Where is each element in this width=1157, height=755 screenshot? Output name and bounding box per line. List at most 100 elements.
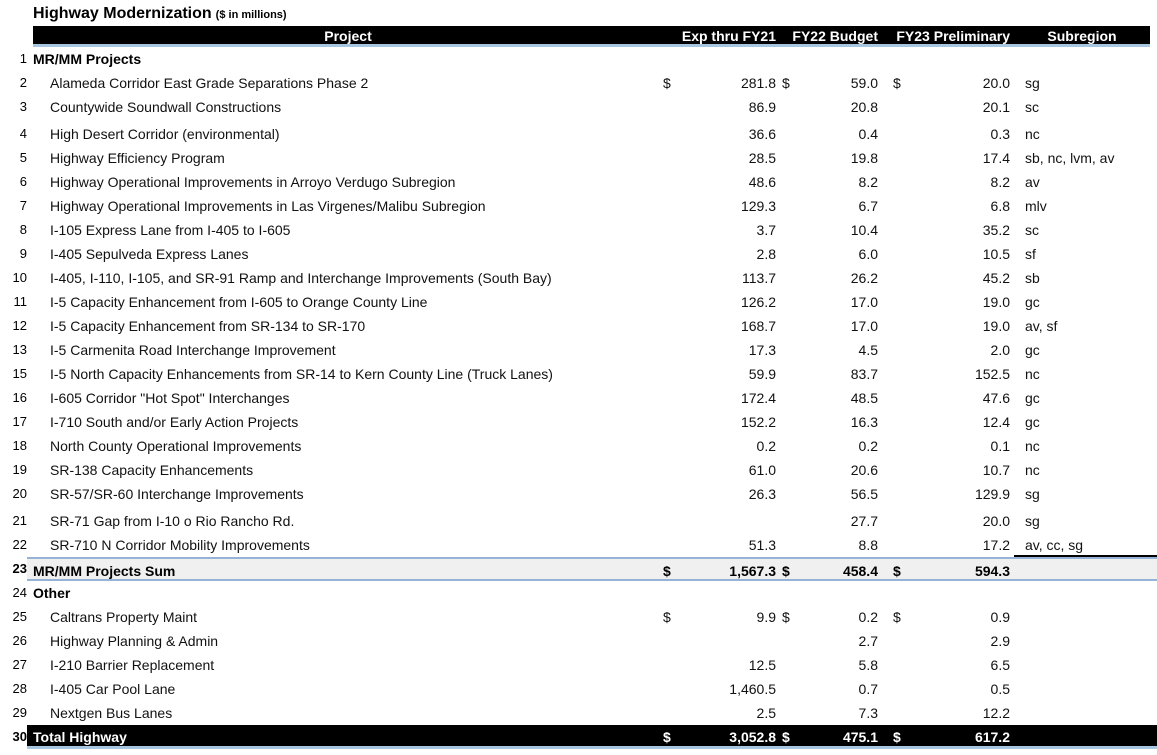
exp-thru-fy21-cell: 26.3 — [663, 482, 778, 506]
fy22-budget-cell: 5.8 — [778, 653, 880, 677]
row-number: 19 — [12, 462, 27, 477]
fy22-budget-value: 17.0 — [850, 294, 878, 310]
dollar-sign: $ — [782, 609, 790, 625]
subregion-value: sf — [1025, 246, 1036, 262]
row-number: 11 — [13, 294, 28, 309]
fy23-preliminary-value: 19.0 — [982, 294, 1010, 310]
subregion-value: sc — [1025, 222, 1039, 238]
fy23-preliminary-value: 17.4 — [982, 150, 1010, 166]
fy22-budget-value: 56.5 — [850, 486, 878, 502]
row-content: I-710 South and/or Early Action Projects… — [27, 410, 1157, 434]
row-content: I-405 Sepulveda Express Lanes 2.8 6.0 10.5 s… — [27, 242, 1157, 266]
project-name: I-105 Express Lane from I-405 to I-605 — [50, 222, 291, 238]
fy23-preliminary-value: 10.7 — [982, 462, 1010, 478]
row-number: 6 — [19, 174, 27, 189]
row-content: I-405 Car Pool Lane 1,460.5 0.7 0.5 — [27, 677, 1157, 701]
project-name: Highway Operational Improvements in Las … — [50, 198, 486, 214]
project-name: I-605 Corridor "Hot Spot" Interchanges — [50, 390, 290, 406]
row-number: 20 — [12, 486, 27, 501]
fy22-budget-value: 458.4 — [842, 563, 878, 579]
fy22-budget-cell: 17.0 — [778, 290, 880, 314]
row-number: 2 — [19, 75, 27, 90]
fy23-preliminary-cell: 6.8 — [880, 194, 1014, 218]
exp-thru-fy21-cell — [663, 581, 778, 605]
exp-thru-fy21-cell: 129.3 — [663, 194, 778, 218]
exp-thru-fy21-value: 172.4 — [740, 390, 776, 406]
dollar-sign: $ — [663, 75, 671, 91]
subregion-value — [1014, 605, 1157, 629]
project-name: Countywide Soundwall Constructions — [50, 99, 282, 115]
fy23-preliminary-cell: 19.0 — [880, 290, 1014, 314]
exp-thru-fy21-cell: 0.2 — [663, 434, 778, 458]
subregion-value: sg — [1025, 486, 1040, 502]
subregion-value: nc — [1025, 366, 1040, 382]
title-unit-label: ($ in millions) — [215, 9, 287, 21]
table-row: 19 SR-138 Capacity Enhancements 61.0 20.6 10… — [0, 458, 1157, 482]
project-name: SR-710 N Corridor Mobility Improvements — [50, 537, 310, 553]
row-content: Highway Planning & Admin 2.7 2.9 — [27, 629, 1157, 653]
subregion-value — [1014, 653, 1157, 677]
table-row: 7 Highway Operational Improvements in Las… — [0, 194, 1157, 218]
exp-thru-fy21-cell: $1,567.3 — [663, 559, 778, 579]
subregion-value — [1014, 725, 1157, 746]
row-content: Highway Operational Improvements in Arro… — [27, 170, 1157, 194]
dollar-sign: $ — [893, 563, 901, 579]
fy23-preliminary-value: 129.9 — [974, 486, 1010, 502]
fy22-budget-value: 5.8 — [858, 657, 878, 673]
row-number: 3 — [19, 99, 27, 114]
fy23-preliminary-value: 152.5 — [974, 366, 1010, 382]
exp-thru-fy21-cell: 3.7 — [663, 218, 778, 242]
row-content: Highway Efficiency Program 28.5 19.8 17.4 sb… — [27, 146, 1157, 170]
fy22-budget-value: 19.8 — [850, 150, 878, 166]
fy23-preliminary-cell: 35.2 — [880, 218, 1014, 242]
fy22-budget-value: 26.2 — [850, 270, 878, 286]
project-name: Highway Efficiency Program — [50, 150, 225, 166]
exp-thru-fy21-cell: 126.2 — [663, 290, 778, 314]
row-content: Total Highway $3,052.8 $475.1 $617.2 — [27, 725, 1157, 749]
fy22-budget-cell: $0.2 — [778, 605, 880, 629]
row-content: I-210 Barrier Replacement 12.5 5.8 6.5 — [27, 653, 1157, 677]
table-row: 12 I-5 Capacity Enhancement from SR-134 t… — [0, 314, 1157, 338]
fy23-preliminary-value: 6.8 — [990, 198, 1010, 214]
subregion-value: sg — [1025, 75, 1040, 91]
row-number: 27 — [12, 657, 27, 672]
dollar-sign: $ — [782, 729, 790, 745]
row-number-gutter — [0, 26, 33, 47]
fy23-preliminary-cell: 45.2 — [880, 266, 1014, 290]
row-number: 10 — [12, 270, 27, 285]
subregion-value — [1014, 629, 1157, 653]
fy22-budget-cell: $458.4 — [778, 559, 880, 579]
table-row: 2 Alameda Corridor East Grade Separations… — [0, 71, 1157, 95]
row-content: North County Operational Improvements 0.2… — [27, 434, 1157, 458]
exp-thru-fy21-value: 36.6 — [748, 126, 776, 142]
row-number: 26 — [12, 633, 27, 648]
row-number: 18 — [12, 438, 27, 453]
fy22-budget-cell: 17.0 — [778, 314, 880, 338]
row-number: 17 — [12, 414, 27, 429]
fy22-budget-cell: 56.5 — [778, 482, 880, 506]
fy22-budget-value: 17.0 — [850, 318, 878, 334]
subregion-value: gc — [1025, 342, 1040, 358]
fy23-preliminary-value: 0.1 — [990, 438, 1010, 454]
exp-thru-fy21-value: 17.3 — [748, 342, 776, 358]
subregion-value: av — [1025, 174, 1040, 190]
fy22-budget-cell: 0.4 — [778, 122, 880, 146]
fy22-budget-value: 10.4 — [850, 222, 878, 238]
table-row: 10 I-405, I-110, I-105, and SR-91 Ramp an… — [0, 266, 1157, 290]
row-content: High Desert Corridor (environmental) 36.6… — [27, 122, 1157, 146]
row-number: 23 — [12, 561, 27, 576]
table-row: 22 SR-710 N Corridor Mobility Improvement… — [0, 533, 1157, 557]
project-name: Other — [33, 585, 71, 601]
dollar-sign: $ — [663, 729, 671, 745]
row-content: I-605 Corridor "Hot Spot" Interchanges 17… — [27, 386, 1157, 410]
exp-thru-fy21-cell: 2.5 — [663, 701, 778, 725]
dollar-sign: $ — [782, 75, 790, 91]
fy23-preliminary-value: 20.0 — [982, 513, 1010, 529]
row-number: 21 — [12, 513, 27, 528]
exp-thru-fy21-value: 28.5 — [748, 150, 776, 166]
subregion-value: sb — [1025, 270, 1040, 286]
row-content: Caltrans Property Maint $9.9 $0.2 $0.9 — [27, 605, 1157, 629]
project-name: North County Operational Improvements — [50, 438, 302, 454]
project-name: MR/MM Projects — [33, 51, 142, 67]
fy22-budget-cell: 20.8 — [778, 95, 880, 119]
